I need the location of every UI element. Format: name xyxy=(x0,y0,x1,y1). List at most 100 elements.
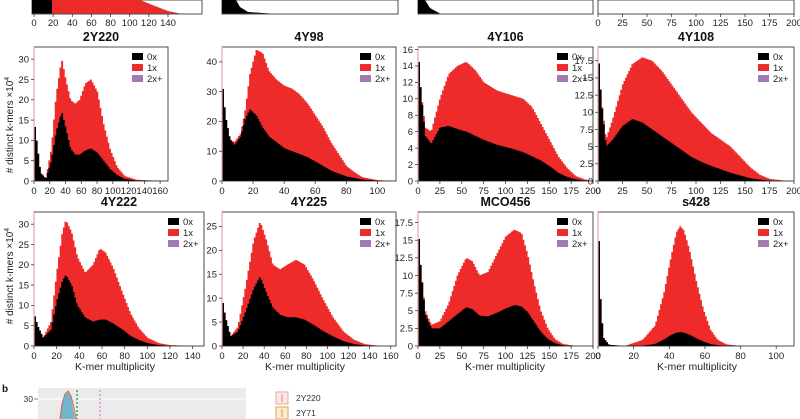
bar-0x xyxy=(98,319,101,346)
bar-0x xyxy=(244,312,247,346)
bar-0x xyxy=(690,335,693,346)
bar-1x xyxy=(509,232,512,346)
bar-1x xyxy=(656,66,659,181)
bar-0x xyxy=(698,339,701,346)
partial-x-tick-label: 175 xyxy=(762,18,778,29)
bar-0x xyxy=(438,127,441,181)
bar-0x xyxy=(650,344,653,346)
bar-0x xyxy=(658,341,661,346)
bar-1x xyxy=(279,82,282,181)
bar-0x xyxy=(434,328,437,346)
bar-0x xyxy=(672,333,675,346)
bar-0x xyxy=(525,311,528,346)
bar-0x xyxy=(303,155,306,181)
bar-0x xyxy=(56,128,59,181)
bar-0x xyxy=(531,156,534,181)
bar-0x xyxy=(319,164,322,181)
y-tick-label: 15 xyxy=(18,280,29,291)
bar-0x xyxy=(327,169,330,181)
bar-0x xyxy=(225,120,228,181)
bar-0x xyxy=(573,179,576,181)
bar-0x xyxy=(466,307,469,346)
panel-b-legend-label-1: 2Y220 xyxy=(296,393,321,403)
bar-1x xyxy=(362,343,365,346)
x-tick-label: 25 xyxy=(435,351,446,362)
bar-1x xyxy=(719,341,722,346)
bar-0x xyxy=(556,343,559,346)
bar-1x xyxy=(552,148,555,181)
bar-0x xyxy=(266,296,269,346)
x-tick-label: 60 xyxy=(700,351,711,362)
bar-0x xyxy=(228,136,231,181)
y-tick-label: 20 xyxy=(18,260,29,271)
bar-1x xyxy=(698,120,701,181)
bar-0x xyxy=(45,178,48,181)
bar-0x xyxy=(426,138,429,181)
bar-0x xyxy=(750,178,753,181)
bar-1x xyxy=(650,329,653,346)
bar-0x xyxy=(118,176,121,181)
bar-1x xyxy=(490,265,493,346)
bar-1x xyxy=(530,271,533,346)
bar-0x xyxy=(605,145,608,181)
bar-0x xyxy=(91,149,94,181)
bar-1x xyxy=(144,335,147,346)
bar-0x xyxy=(40,333,43,346)
bar-0x xyxy=(104,162,107,181)
bar-1x xyxy=(720,341,723,346)
bar-1x xyxy=(257,50,260,182)
bar-1x xyxy=(687,245,690,346)
bar-0x xyxy=(72,291,75,346)
bar-0x xyxy=(424,136,427,181)
bar-1x xyxy=(344,333,347,346)
bar-0x xyxy=(241,320,244,346)
bar-0x xyxy=(261,127,264,181)
bar-0x xyxy=(93,321,96,346)
bar-0x xyxy=(633,119,636,181)
bar-0x xyxy=(450,126,453,181)
bar-0x xyxy=(422,121,425,181)
bar-1x xyxy=(522,98,525,181)
bar-1x xyxy=(541,315,544,346)
y-tick-label: 0 xyxy=(408,341,413,352)
bar-1x xyxy=(707,325,710,346)
y-tick-label: 30 xyxy=(18,54,29,65)
bar-0x xyxy=(706,342,709,346)
bar-0x xyxy=(520,306,523,346)
bar-1x xyxy=(690,112,693,181)
partial-x-tick-label: 150 xyxy=(737,18,753,29)
bar-1x xyxy=(89,79,92,181)
bar-0x xyxy=(528,315,531,346)
bar-1x xyxy=(641,57,644,181)
bar-0x xyxy=(474,311,477,346)
bar-1x xyxy=(509,94,512,181)
bar-1x xyxy=(652,61,655,181)
x-tick-label: 80 xyxy=(301,351,312,362)
bar-0x xyxy=(348,177,351,181)
bar-0x xyxy=(546,164,549,181)
bar-0x xyxy=(515,305,518,346)
x-tick-label: 20 xyxy=(238,351,249,362)
bar-1x xyxy=(462,62,465,181)
bar-0x xyxy=(714,344,717,346)
bar-0x xyxy=(99,156,102,181)
bar-1x xyxy=(123,175,126,181)
bar-1x xyxy=(341,330,344,346)
bar-0x xyxy=(487,141,490,181)
bar-0x xyxy=(59,116,62,181)
chart-title: s428 xyxy=(682,195,710,209)
bar-0x xyxy=(282,147,285,181)
x-tick-label: 150 xyxy=(737,186,753,197)
bar-0x xyxy=(237,329,240,346)
bar-1x xyxy=(287,87,290,181)
bar-0x xyxy=(105,164,108,181)
bar-0x xyxy=(656,133,659,181)
bar-0x xyxy=(97,154,100,181)
bar-0x xyxy=(124,179,127,181)
bar-0x xyxy=(692,336,695,346)
bar-0x xyxy=(760,179,763,181)
bar-0x xyxy=(122,330,125,346)
bar-0x xyxy=(504,147,507,181)
